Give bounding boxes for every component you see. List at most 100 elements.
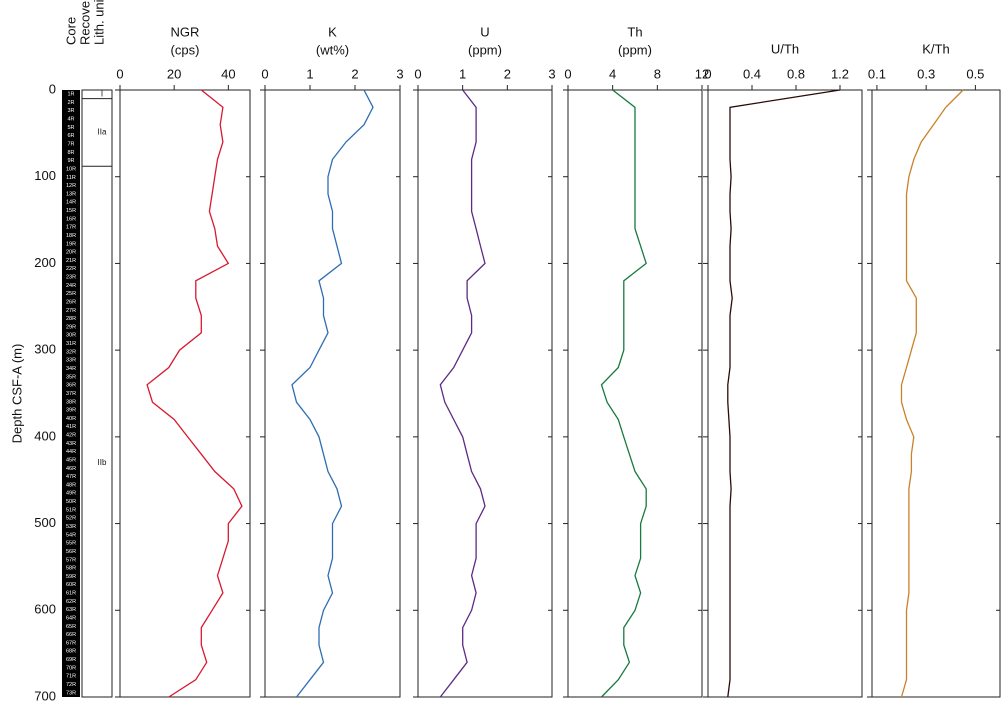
core-label: 35R: [66, 374, 76, 380]
core-label: 24R: [66, 283, 76, 289]
core-label: 23R: [66, 275, 76, 281]
x-tick-label: 3: [396, 66, 403, 81]
panel-title: K/Th: [922, 41, 949, 56]
core-label: 34R: [66, 366, 76, 372]
core-label: 46R: [66, 466, 76, 472]
x-tick-label: 0.1: [868, 66, 886, 81]
core-column: [62, 90, 80, 697]
x-tick-label: 0: [116, 66, 123, 81]
panel-subtitle: (ppm): [618, 42, 652, 57]
y-tick-label: 400: [34, 428, 56, 443]
core-label: 21R: [66, 258, 76, 264]
x-tick-label: 2: [351, 66, 358, 81]
core-label: 37R: [66, 391, 76, 397]
x-tick-label: 0.3: [917, 66, 935, 81]
core-label: 2R: [67, 100, 74, 106]
core-label: 58R: [66, 566, 76, 572]
core-label: 14R: [66, 200, 76, 206]
panel-title: U/Th: [771, 41, 799, 56]
core-label: 3R: [67, 108, 74, 114]
core-label: 28R: [66, 316, 76, 322]
core-label: 39R: [66, 408, 76, 414]
y-tick-label: 600: [34, 602, 56, 617]
core-label: 38R: [66, 399, 76, 405]
x-tick-label: 0.5: [966, 66, 984, 81]
panel-frame: [707, 89, 863, 698]
panel-subtitle: (ppm): [468, 42, 502, 57]
recovery-header: Recovery: [77, 0, 92, 45]
core-label: 54R: [66, 532, 76, 538]
core-label: 49R: [66, 491, 76, 497]
core-label: 30R: [66, 333, 76, 339]
x-tick-label: 1: [306, 66, 313, 81]
panel-title: NGR: [171, 24, 200, 39]
core-label: 5R: [67, 125, 74, 131]
core-label: 62R: [66, 599, 76, 605]
y-tick-label: 200: [34, 255, 56, 270]
core-label: 25R: [66, 291, 76, 297]
y-tick-label: 700: [34, 688, 56, 703]
x-tick-label: 0: [704, 66, 711, 81]
y-tick-label: 500: [34, 515, 56, 530]
x-tick-label: 12: [695, 66, 709, 81]
core-label: 7R: [67, 142, 74, 148]
core-label: 26R: [66, 299, 76, 305]
unit-label: I: [101, 89, 103, 98]
panel-frame: [417, 89, 553, 698]
x-tick-label: 1.2: [831, 66, 849, 81]
core-label: 15R: [66, 208, 76, 214]
core-label: 36R: [66, 383, 76, 389]
core-label: 29R: [66, 324, 76, 330]
x-tick-label: 3: [548, 66, 555, 81]
core-label: 65R: [66, 624, 76, 630]
core-label: 52R: [66, 516, 76, 522]
core-label: 53R: [66, 524, 76, 530]
y-axis-label: Depth CSF-A (m): [9, 344, 24, 444]
core-label: 57R: [66, 557, 76, 563]
core-label: 6R: [67, 133, 74, 139]
unit-column: [81, 89, 113, 698]
core-label: 4R: [67, 117, 74, 123]
core-label: 33R: [66, 358, 76, 364]
core-label: 67R: [66, 640, 76, 646]
unit-label: IIb: [98, 458, 107, 467]
core-label: 73R: [66, 690, 76, 696]
panel-frame: [871, 89, 1001, 698]
core-label: 47R: [66, 474, 76, 480]
lith-unit-header: Lith. unit: [91, 0, 106, 45]
core-label: 10R: [66, 166, 76, 172]
unit-label: IIa: [98, 128, 107, 137]
core-label: 63R: [66, 607, 76, 613]
core-label: 66R: [66, 632, 76, 638]
core-label: 42R: [66, 433, 76, 439]
core-label: 1R: [67, 92, 74, 98]
core-label: 18R: [66, 233, 76, 239]
core-label: 56R: [66, 549, 76, 555]
log-line: [900, 89, 964, 698]
x-tick-label: 0: [414, 66, 421, 81]
panel-frame: [264, 89, 401, 698]
x-tick-label: 0.8: [787, 66, 805, 81]
log-line: [600, 89, 647, 698]
core-label: 72R: [66, 682, 76, 688]
core-label: 19R: [66, 241, 76, 247]
log-line: [146, 89, 243, 698]
core-label: 51R: [66, 507, 76, 513]
core-label: 50R: [66, 499, 76, 505]
log-line: [727, 89, 841, 698]
core-label: 55R: [66, 541, 76, 547]
core-label: 17R: [66, 225, 76, 231]
core-label: 41R: [66, 424, 76, 430]
x-tick-label: 8: [654, 66, 661, 81]
core-label: 45R: [66, 457, 76, 463]
core-label: 70R: [66, 665, 76, 671]
core-label: 27R: [66, 308, 76, 314]
core-label: 48R: [66, 482, 76, 488]
core-label: 64R: [66, 615, 76, 621]
panel-frame: [119, 89, 251, 698]
y-tick-label: 100: [34, 168, 56, 183]
panel-frame: [567, 89, 703, 698]
x-tick-label: 0.4: [743, 66, 761, 81]
core-label: 44R: [66, 449, 76, 455]
